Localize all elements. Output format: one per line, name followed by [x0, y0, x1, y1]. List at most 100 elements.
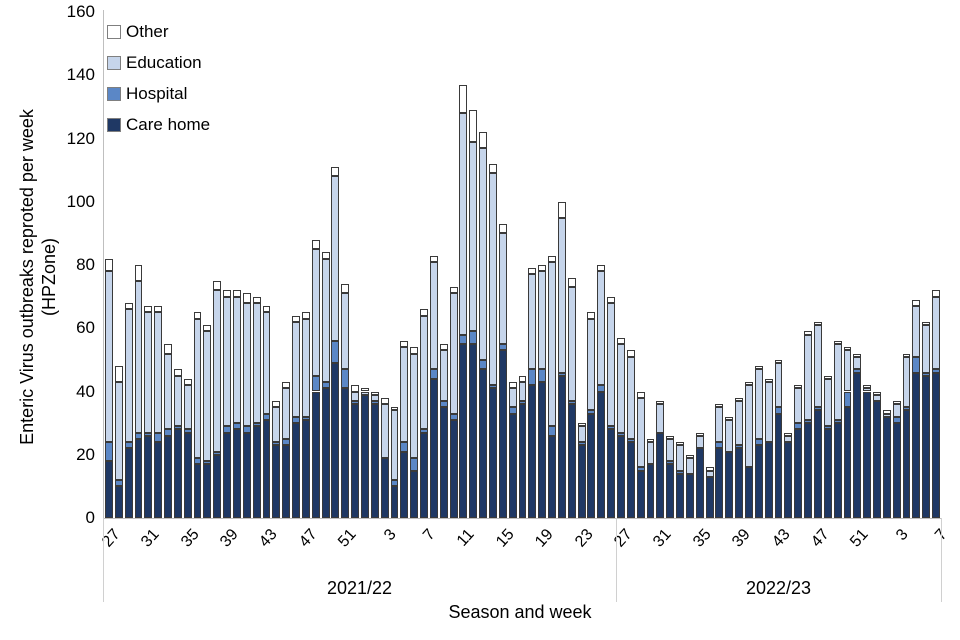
- bar-segment-education-week-43: [774, 363, 783, 408]
- legend-item-other: Other: [107, 16, 210, 47]
- bar-segment-care-home-week-13: [479, 369, 488, 518]
- bar-segment-hospital-week-7: [420, 429, 428, 433]
- bar-segment-care-home-week-5: [912, 372, 921, 518]
- bar-segment-other-week-25: [597, 265, 606, 272]
- bar-segment-hospital-week-33: [676, 470, 684, 474]
- bar-segment-hospital-week-45: [794, 423, 803, 430]
- bar-segment-care-home-week-25: [597, 391, 606, 518]
- bar-segment-education-week-23: [577, 426, 586, 443]
- y-tick-label: 0: [85, 508, 95, 527]
- bar-segment-education-week-7: [932, 296, 941, 370]
- bar-segment-education-week-30: [646, 442, 655, 465]
- bar-segment-other-week-14: [489, 163, 497, 174]
- bar-segment-care-home-week-44: [784, 442, 793, 518]
- x-tick-label-week-3: 3: [380, 526, 400, 544]
- x-tick-label-week-51: 51: [847, 526, 872, 551]
- bar-segment-education-week-39: [735, 400, 744, 446]
- bar-segment-hospital-week-10: [449, 413, 458, 420]
- legend-swatch-hospital-icon: [107, 86, 121, 101]
- bar-segment-care-home-week-29: [636, 470, 645, 518]
- bar-segment-hospital-week-44: [272, 442, 281, 446]
- bar-segment-hospital-week-46: [292, 416, 300, 424]
- bar-segment-other-week-46: [292, 315, 300, 322]
- bar-segment-other-week-26: [607, 296, 616, 303]
- bar-segment-education-week-3: [892, 404, 901, 417]
- bar-segment-other-week-39: [223, 290, 232, 297]
- legend-label: Care home: [126, 114, 211, 134]
- bar-segment-care-home-week-27: [617, 435, 625, 518]
- x-tick-label-week-43: 43: [256, 526, 282, 551]
- bar-segment-care-home-week-45: [794, 429, 803, 518]
- bar-segment-education-week-50: [331, 176, 340, 341]
- bar-segment-education-week-27: [104, 271, 113, 443]
- bar-segment-care-home-week-33: [676, 473, 684, 518]
- bar-segment-hospital-week-5: [912, 356, 921, 373]
- bar-segment-education-week-7: [420, 315, 428, 430]
- bar-segment-other-week-28: [114, 366, 123, 382]
- bar-segment-care-home-week-41: [754, 445, 763, 518]
- bar-segment-other-week-49: [833, 340, 842, 345]
- x-tick-label-week-15: 15: [492, 526, 518, 551]
- bar-segment-other-week-52: [863, 385, 872, 389]
- bar-segment-hospital-week-33: [164, 429, 172, 436]
- x-axis-line: [103, 518, 941, 519]
- bar-segment-hospital-week-5: [400, 442, 409, 452]
- bar-segment-other-week-38: [213, 280, 222, 291]
- bar-segment-other-week-30: [134, 265, 143, 281]
- bar-segment-hospital-week-32: [666, 461, 675, 465]
- bar-segment-care-home-week-14: [489, 388, 497, 518]
- bar-segment-care-home-week-45: [282, 445, 291, 518]
- bar-segment-care-home-week-52: [351, 404, 360, 518]
- bar-segment-education-week-41: [754, 369, 763, 439]
- bar-segment-education-week-6: [922, 325, 931, 373]
- bar-segment-education-week-48: [311, 249, 320, 376]
- bar-segment-other-week-31: [656, 400, 665, 405]
- x-tick-label-week-31: 31: [138, 526, 163, 551]
- bar-segment-hospital-week-39: [223, 426, 232, 433]
- bar-segment-care-home-week-43: [262, 419, 271, 518]
- bar-segment-education-week-11: [459, 113, 468, 335]
- bar-segment-education-week-40: [745, 385, 753, 468]
- bar-segment-other-week-10: [449, 287, 458, 294]
- bar-segment-other-week-38: [725, 416, 734, 420]
- bar-segment-other-week-3: [892, 400, 901, 405]
- bar-segment-other-week-32: [154, 306, 163, 313]
- x-tick-label-week-23: 23: [571, 526, 597, 551]
- x-tick-label-week-47: 47: [807, 526, 833, 551]
- bar-segment-other-week-1: [873, 391, 881, 395]
- bar-segment-education-week-10: [449, 293, 458, 414]
- bar-segment-education-week-44: [784, 435, 793, 443]
- bar-segment-other-week-29: [636, 391, 645, 398]
- bar-segment-other-week-40: [745, 382, 753, 386]
- bar-segment-care-home-week-38: [725, 451, 734, 518]
- bar-segment-education-week-41: [242, 302, 251, 427]
- bar-segment-other-week-36: [193, 312, 202, 319]
- bar-segment-care-home-week-51: [341, 388, 350, 518]
- bar-segment-hospital-week-41: [754, 438, 763, 446]
- bar-segment-hospital-week-50: [843, 391, 852, 408]
- bar-segment-care-home-week-24: [587, 413, 596, 518]
- bar-segment-other-week-32: [666, 435, 675, 439]
- bar-segment-care-home-week-46: [292, 423, 300, 518]
- y-axis-title-line2: (HPZone): [39, 237, 59, 317]
- season-label-2021-22: 2021/22: [326, 578, 393, 598]
- bar-segment-hospital-week-28: [626, 438, 635, 443]
- bar-segment-care-home-week-22: [567, 404, 576, 518]
- bar-segment-care-home-week-39: [223, 432, 232, 518]
- x-tick-label-week-27: 27: [99, 526, 124, 551]
- legend-swatch-care-home-icon: [107, 117, 121, 132]
- bar-segment-care-home-week-6: [922, 375, 931, 518]
- legend-item-care-home: Care home: [107, 109, 210, 140]
- bar-segment-care-home-week-37: [715, 448, 724, 518]
- bar-segment-other-week-52: [351, 385, 360, 392]
- bar-segment-other-week-4: [902, 353, 911, 357]
- bar-segment-hospital-week-8: [429, 369, 438, 379]
- bar-segment-other-week-3: [380, 397, 389, 405]
- bar-segment-care-home-week-42: [252, 426, 261, 518]
- bar-segment-care-home-week-50: [843, 407, 852, 518]
- bar-segment-care-home-week-6: [410, 470, 419, 518]
- bar-segment-other-week-44: [784, 432, 793, 436]
- bar-segment-education-week-36: [193, 318, 202, 458]
- y-axis-line: [103, 10, 104, 518]
- bar-segment-care-home-week-19: [538, 382, 547, 518]
